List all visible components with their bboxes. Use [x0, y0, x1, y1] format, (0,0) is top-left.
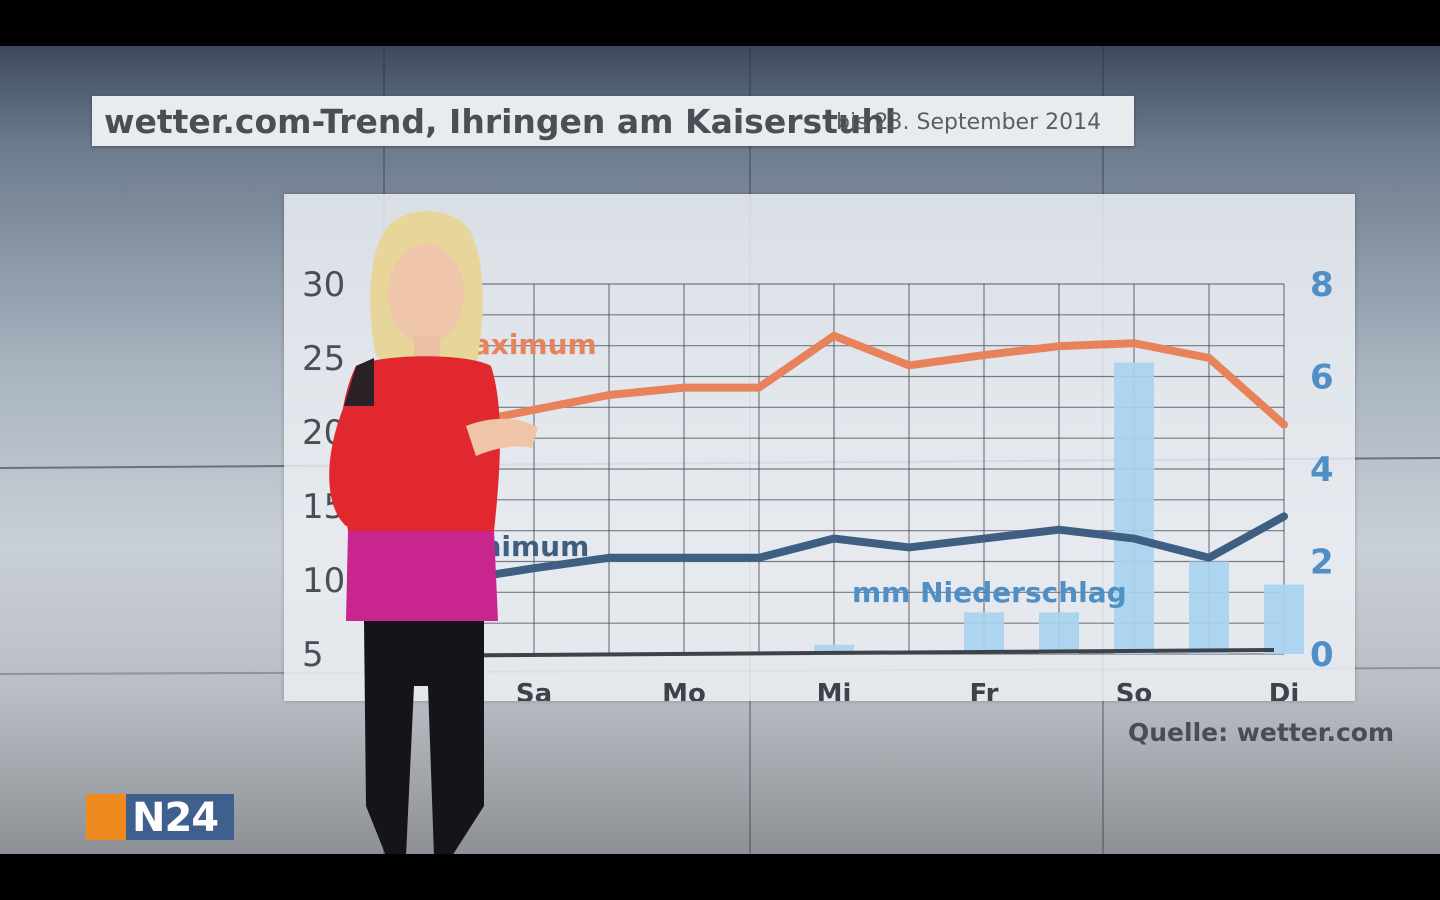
x-tick-label: Mi — [817, 679, 852, 701]
precipitation-bars — [814, 362, 1304, 654]
temperature-lines — [380, 331, 1288, 592]
y-right-tick-label: 4 — [1310, 450, 1334, 490]
y-left-tick-label: 25 — [302, 339, 345, 379]
presenter-top — [339, 356, 500, 531]
presenter-legs — [364, 621, 484, 854]
precipitation-bar — [1039, 612, 1079, 654]
x-tick-label: Sa — [516, 679, 552, 701]
presenter-skirt — [346, 531, 498, 621]
presenter-arm — [329, 406, 376, 526]
x-tick-label: So — [1116, 679, 1153, 701]
minimum-line — [380, 512, 1288, 592]
n24-logo: N24 — [86, 794, 234, 841]
y-right-tick-label: 0 — [1310, 635, 1334, 675]
y-right-tick-label: 8 — [1310, 265, 1334, 305]
y-left-tick-label: 5 — [302, 635, 324, 675]
x-tick-label: Mo — [662, 679, 706, 701]
maximum-line — [380, 331, 1288, 444]
presenter-shoulder — [344, 358, 374, 406]
y-left-tick-label: 30 — [302, 265, 345, 305]
presenter-hands — [466, 418, 538, 456]
chart-title: wetter.com-Trend, Ihringen am Kaiserstuh… — [104, 102, 897, 141]
chart-subtitle: bis 23. September 2014 — [836, 110, 1102, 135]
x-tick-label: Di — [1269, 679, 1300, 701]
chart-baseline — [373, 648, 1275, 658]
y-left-tick-label: 10 — [302, 561, 345, 601]
precipitation-bar — [814, 644, 854, 654]
presenter-face — [388, 244, 464, 344]
precipitation-bar — [1114, 362, 1154, 654]
source-credit: Quelle: wetter.com — [1128, 718, 1395, 747]
y-right-tick-label: 6 — [1310, 358, 1334, 398]
precipitation-bar — [1189, 561, 1229, 654]
logo-text: N24 — [132, 795, 219, 841]
precipitation-bar — [964, 612, 1004, 654]
x-tick-label: Fr — [970, 679, 999, 701]
legend-label: mm Niederschlag — [852, 576, 1127, 609]
logo-orange-square — [86, 794, 132, 840]
tv-frame: wetter.com-Trend, Ihringen am Kaiserstuh… — [0, 46, 1440, 854]
logo-blue-field — [126, 794, 234, 840]
y-right-tick-label: 2 — [1310, 543, 1334, 583]
presenter-figure — [329, 211, 538, 854]
title-banner: wetter.com-Trend, Ihringen am Kaiserstuh… — [92, 96, 1134, 146]
precipitation-bar — [1264, 584, 1304, 654]
